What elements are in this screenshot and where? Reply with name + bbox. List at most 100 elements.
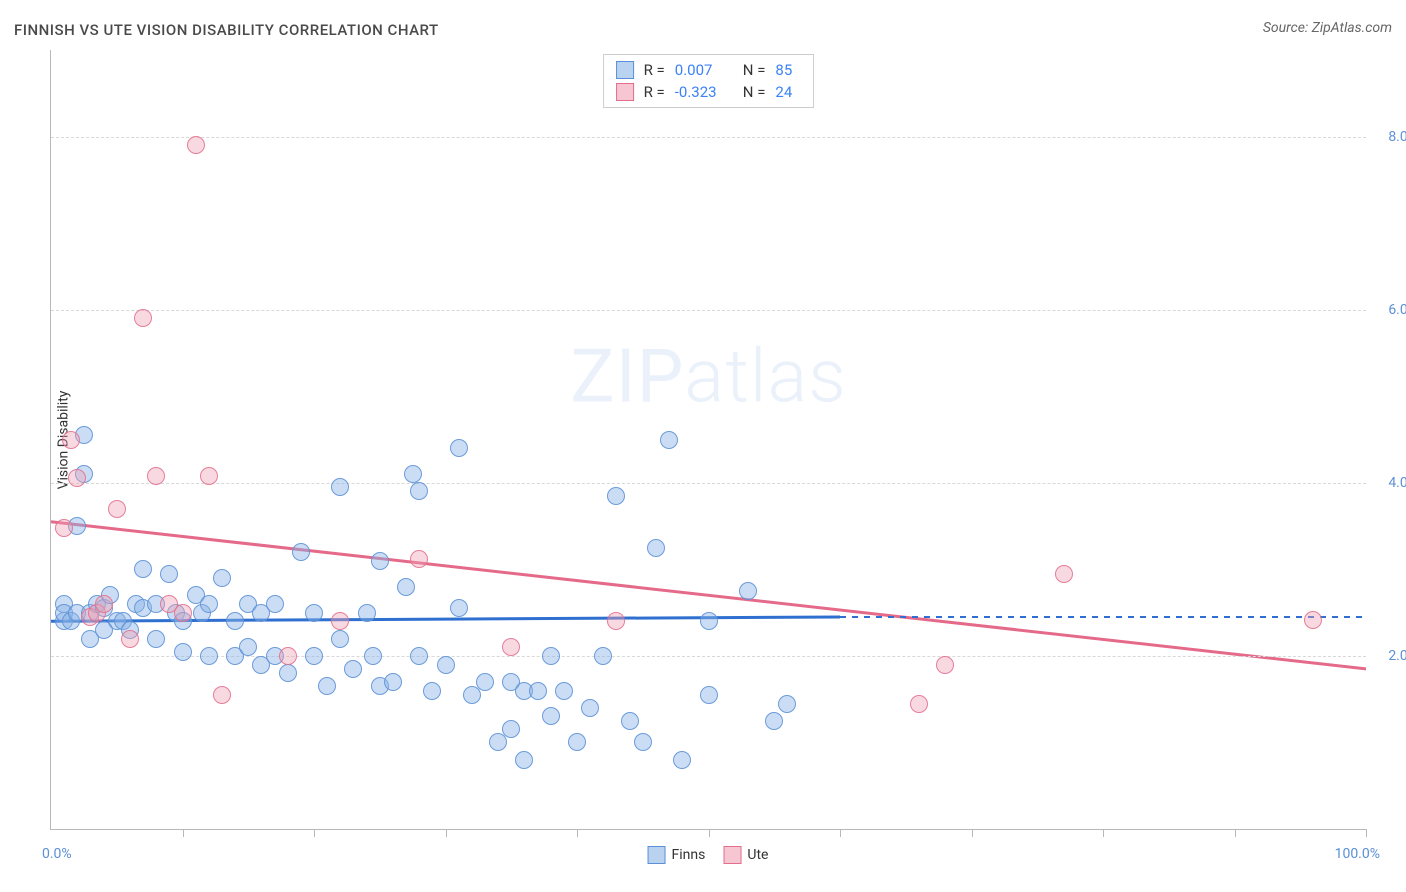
- data-point-ute: [68, 469, 86, 487]
- data-point-finns: [450, 439, 468, 457]
- data-point-ute: [147, 467, 165, 485]
- data-point-finns: [160, 565, 178, 583]
- y-tick-label: 2.0%: [1388, 648, 1406, 664]
- x-tick: [1366, 829, 1367, 837]
- data-point-finns: [476, 673, 494, 691]
- data-point-finns: [331, 478, 349, 496]
- gridline: [51, 310, 1366, 311]
- y-tick-label: 8.0%: [1388, 129, 1406, 145]
- data-point-finns: [134, 560, 152, 578]
- chart-title: FINNISH VS UTE VISION DISABILITY CORRELA…: [14, 21, 439, 39]
- x-tick: [1235, 829, 1236, 837]
- data-point-finns: [404, 465, 422, 483]
- data-point-finns: [331, 630, 349, 648]
- data-point-ute: [187, 136, 205, 154]
- data-point-ute: [213, 686, 231, 704]
- data-point-finns: [594, 647, 612, 665]
- data-point-finns: [700, 686, 718, 704]
- data-point-finns: [634, 733, 652, 751]
- gridline: [51, 483, 1366, 484]
- data-point-finns: [318, 677, 336, 695]
- y-tick-label: 6.0%: [1388, 302, 1406, 318]
- swatch-finns-icon: [648, 846, 666, 864]
- data-point-finns: [423, 682, 441, 700]
- x-axis-min-label: 0.0%: [42, 846, 72, 862]
- data-point-finns: [450, 599, 468, 617]
- data-point-finns: [700, 612, 718, 630]
- data-point-finns: [581, 699, 599, 717]
- data-point-finns: [765, 712, 783, 730]
- data-point-finns: [660, 431, 678, 449]
- data-point-finns: [529, 682, 547, 700]
- data-point-ute: [1055, 565, 1073, 583]
- data-point-ute: [502, 638, 520, 656]
- data-point-ute: [62, 431, 80, 449]
- trend-lines: [51, 50, 1366, 829]
- y-tick-label: 4.0%: [1388, 475, 1406, 491]
- data-point-finns: [542, 647, 560, 665]
- data-point-ute: [55, 519, 73, 537]
- swatch-ute-icon: [616, 83, 634, 101]
- data-point-finns: [607, 487, 625, 505]
- x-axis-max-label: 100.0%: [1335, 846, 1380, 862]
- legend-stats-finns: R = 0.007 N = 85: [616, 59, 802, 81]
- x-tick: [183, 829, 184, 837]
- data-point-ute: [174, 604, 192, 622]
- x-tick: [577, 829, 578, 837]
- data-point-finns: [239, 638, 257, 656]
- watermark: ZIPatlas: [570, 334, 846, 421]
- data-point-ute: [410, 550, 428, 568]
- data-point-ute: [910, 695, 928, 713]
- legend-series: Finns Ute: [648, 846, 769, 864]
- n-value-finns: 85: [775, 61, 801, 79]
- data-point-finns: [621, 712, 639, 730]
- r-value-ute: -0.323: [675, 83, 733, 101]
- data-point-ute: [607, 612, 625, 630]
- data-point-finns: [344, 660, 362, 678]
- data-point-ute: [95, 595, 113, 613]
- source-label: Source: ZipAtlas.com: [1263, 20, 1392, 36]
- data-point-ute: [108, 500, 126, 518]
- data-point-finns: [384, 673, 402, 691]
- legend-item-finns: Finns: [648, 846, 706, 864]
- data-point-finns: [410, 482, 428, 500]
- data-point-finns: [555, 682, 573, 700]
- legend-label-finns: Finns: [672, 847, 706, 863]
- data-point-finns: [213, 569, 231, 587]
- data-point-finns: [305, 604, 323, 622]
- gridline: [51, 137, 1366, 138]
- n-value-ute: 24: [775, 83, 801, 101]
- data-point-finns: [568, 733, 586, 751]
- data-point-ute: [121, 630, 139, 648]
- data-point-finns: [200, 595, 218, 613]
- data-point-finns: [778, 695, 796, 713]
- legend-item-ute: Ute: [723, 846, 768, 864]
- data-point-finns: [279, 664, 297, 682]
- data-point-ute: [279, 647, 297, 665]
- data-point-ute: [936, 656, 954, 674]
- data-point-finns: [266, 595, 284, 613]
- legend-label-ute: Ute: [747, 847, 768, 863]
- data-point-ute: [134, 309, 152, 327]
- data-point-finns: [364, 647, 382, 665]
- plot-wrapper: Vision Disability ZIPatlas R = 0.007 N =…: [50, 50, 1366, 830]
- data-point-ute: [1304, 611, 1322, 629]
- swatch-ute-icon: [723, 846, 741, 864]
- data-point-finns: [502, 720, 520, 738]
- x-tick: [840, 829, 841, 837]
- data-point-finns: [358, 604, 376, 622]
- data-point-finns: [397, 578, 415, 596]
- r-value-finns: 0.007: [675, 61, 733, 79]
- data-point-finns: [673, 751, 691, 769]
- x-tick: [1103, 829, 1104, 837]
- data-point-finns: [174, 643, 192, 661]
- data-point-finns: [371, 552, 389, 570]
- legend-stats-ute: R = -0.323 N = 24: [616, 81, 802, 103]
- x-tick: [446, 829, 447, 837]
- x-tick: [314, 829, 315, 837]
- x-tick: [709, 829, 710, 837]
- legend-stats: R = 0.007 N = 85 R = -0.323 N = 24: [603, 54, 815, 108]
- data-point-finns: [739, 582, 757, 600]
- data-point-finns: [515, 751, 533, 769]
- data-point-finns: [147, 630, 165, 648]
